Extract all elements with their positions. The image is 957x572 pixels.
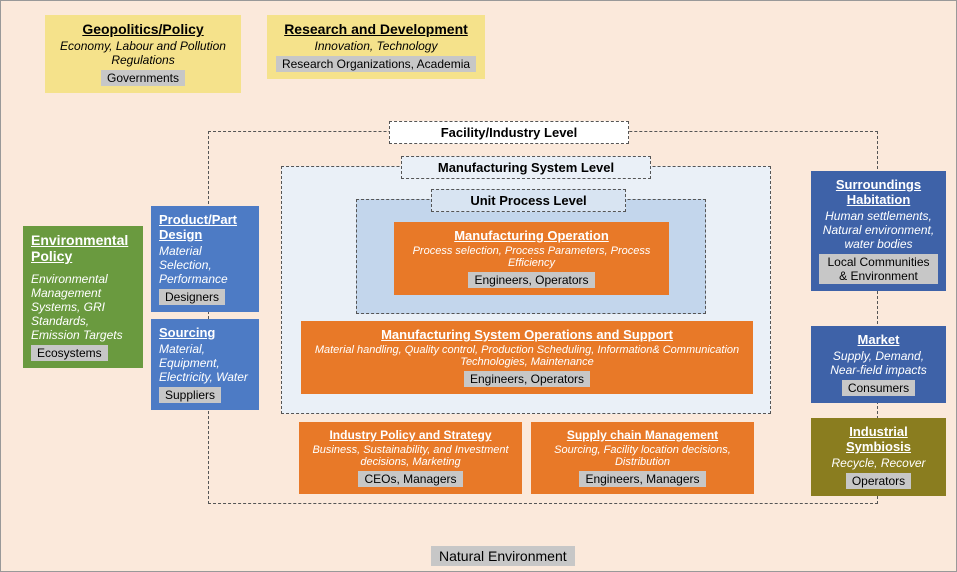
surroundings-title: Surroundings Habitation	[819, 177, 938, 207]
unit-level-tab: Unit Process Level	[431, 189, 626, 212]
env-policy-title: Environmental Policy	[31, 232, 135, 264]
industry-policy-subtitle: Business, Sustainability, and Investment…	[307, 444, 514, 468]
mfg-op-actors: Engineers, Operators	[468, 272, 594, 288]
symbiosis-actors: Operators	[846, 473, 911, 489]
mfg-op-subtitle: Process selection, Process Parameters, P…	[402, 245, 661, 269]
sourcing-subtitle: Material, Equipment, Electricity, Water	[159, 342, 251, 384]
industry-policy-title: Industry Policy and Strategy	[307, 428, 514, 442]
market-box: Market Supply, Demand, Near-field impact…	[811, 326, 946, 403]
rd-subtitle: Innovation, Technology	[275, 39, 477, 53]
facility-level-tab: Facility/Industry Level	[389, 121, 629, 144]
mfg-op-title: Manufacturing Operation	[402, 228, 661, 243]
mfg-sys-box: Manufacturing System Operations and Supp…	[301, 321, 753, 394]
industry-policy-actors: CEOs, Managers	[358, 471, 462, 487]
symbiosis-title: Industrial Symbiosis	[819, 424, 938, 454]
natural-environment-label: Natural Environment	[431, 546, 575, 566]
geopolitics-box: Geopolitics/Policy Economy, Labour and P…	[45, 15, 241, 93]
product-design-subtitle: Material Selection, Performance	[159, 244, 251, 286]
market-title: Market	[819, 332, 938, 347]
mfg-op-box: Manufacturing Operation Process selectio…	[394, 222, 669, 295]
sourcing-title: Sourcing	[159, 325, 251, 340]
geopolitics-title: Geopolitics/Policy	[53, 21, 233, 37]
rd-title: Research and Development	[275, 21, 477, 37]
mfg-sys-title: Manufacturing System Operations and Supp…	[309, 327, 745, 342]
product-design-title: Product/Part Design	[159, 212, 251, 242]
sourcing-box: Sourcing Material, Equipment, Electricit…	[151, 319, 259, 410]
surroundings-actors: Local Communities & Environment	[819, 254, 938, 284]
market-actors: Consumers	[842, 380, 915, 396]
diagram-canvas: Natural Environment Facility/Industry Le…	[0, 0, 957, 572]
sourcing-actors: Suppliers	[159, 387, 221, 403]
rd-box: Research and Development Innovation, Tec…	[267, 15, 485, 79]
product-design-box: Product/Part Design Material Selection, …	[151, 206, 259, 312]
env-policy-box: Environmental Policy Environmental Manag…	[23, 226, 143, 368]
supply-chain-actors: Engineers, Managers	[579, 471, 705, 487]
env-policy-subtitle: Environmental Management Systems, GRI St…	[31, 272, 135, 342]
surroundings-subtitle: Human settlements, Natural environment, …	[819, 209, 938, 251]
surroundings-box: Surroundings Habitation Human settlement…	[811, 171, 946, 291]
geopolitics-subtitle: Economy, Labour and Pollution Regulation…	[53, 39, 233, 67]
supply-chain-box: Supply chain Management Sourcing, Facili…	[531, 422, 754, 494]
geopolitics-actors: Governments	[101, 70, 185, 86]
product-design-actors: Designers	[159, 289, 225, 305]
symbiosis-box: Industrial Symbiosis Recycle, Recover Op…	[811, 418, 946, 496]
mfg-sys-actors: Engineers, Operators	[464, 371, 590, 387]
supply-chain-subtitle: Sourcing, Facility location decisions, D…	[539, 444, 746, 468]
env-policy-actors: Ecosystems	[31, 345, 108, 361]
industry-policy-box: Industry Policy and Strategy Business, S…	[299, 422, 522, 494]
rd-actors: Research Organizations, Academia	[276, 56, 476, 72]
system-level-tab: Manufacturing System Level	[401, 156, 651, 179]
mfg-sys-subtitle: Material handling, Quality control, Prod…	[309, 344, 745, 368]
symbiosis-subtitle: Recycle, Recover	[819, 456, 938, 470]
supply-chain-title: Supply chain Management	[539, 428, 746, 442]
market-subtitle: Supply, Demand, Near-field impacts	[819, 349, 938, 377]
